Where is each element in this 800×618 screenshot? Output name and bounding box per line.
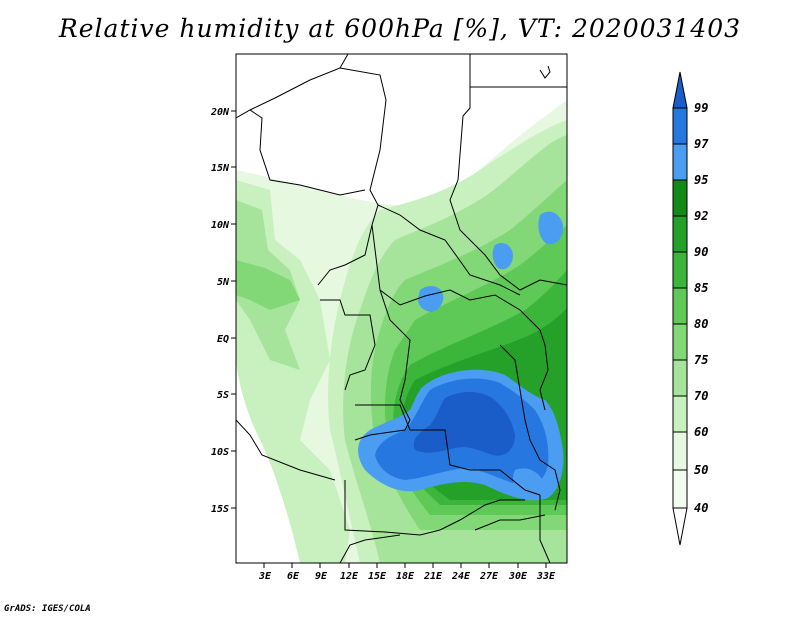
lon-label-33e: 33E <box>536 571 556 582</box>
lon-label-27e: 27E <box>479 571 499 582</box>
lon-label-3e: 3E <box>258 571 272 582</box>
lon-label-9e: 9E <box>315 571 328 582</box>
rh-95-ne-spot-2 <box>492 243 513 270</box>
colorbar-swatch-60 <box>672 395 688 433</box>
colorbar-label-90: 90 <box>694 245 708 259</box>
colorbar-swatch-75 <box>672 323 688 361</box>
colorbar-label-85: 85 <box>694 281 708 295</box>
colorbar-label-40: 40 <box>694 501 708 515</box>
colorbar-label-70: 70 <box>694 389 708 403</box>
chart-title: Relative humidity at 600hPa [%], VT: 202… <box>58 14 742 43</box>
lat-label-5n: 5N <box>217 277 230 288</box>
colorbar-top-arrow <box>672 71 688 109</box>
colorbar-swatch-95 <box>672 143 688 181</box>
lat-label-15s: 15S <box>211 504 229 515</box>
lat-axis <box>231 110 236 509</box>
colorbar-label-75: 75 <box>694 353 708 367</box>
grads-credit: GrADS: IGES/COLA <box>4 604 91 614</box>
colorbar-swatch-90 <box>672 215 688 253</box>
lon-label-24e: 24E <box>451 571 471 582</box>
rh-95-south-spot <box>513 468 546 498</box>
humidity-field <box>236 54 567 563</box>
map-frame <box>235 53 568 564</box>
country-borders <box>236 54 567 563</box>
lat-label-10n: 10N <box>211 220 230 231</box>
lon-label-30e: 30E <box>508 571 528 582</box>
colorbar-swatch-85 <box>672 251 688 289</box>
colorbar-swatch-92 <box>672 179 688 217</box>
lon-label-21e: 21E <box>423 571 443 582</box>
lon-label-15e: 15E <box>368 571 387 582</box>
colorbar-label-50: 50 <box>694 463 708 477</box>
colorbar-label-92: 92 <box>694 209 708 223</box>
colorbar-bottom-arrow <box>672 507 688 546</box>
lat-label-eq: EQ <box>217 334 229 345</box>
lon-label-12e: 12E <box>340 571 359 582</box>
rh-95-ne-spot <box>538 211 564 245</box>
colorbar-label-60: 60 <box>694 425 708 439</box>
colorbar-swatch-97 <box>672 107 688 145</box>
lon-label-6e: 6E <box>287 571 300 582</box>
colorbar-swatch-80 <box>672 287 688 325</box>
lat-label-15n: 15N <box>211 163 230 174</box>
lon-label-18e: 18E <box>396 571 415 582</box>
rh-99-core <box>413 392 515 456</box>
rh-95-north-spot <box>417 286 444 312</box>
lon-axis <box>263 563 547 568</box>
lat-label-10s: 10S <box>211 447 229 458</box>
colorbar-label-99: 99 <box>694 101 708 115</box>
colorbar-swatch-50 <box>672 431 688 471</box>
colorbar-label-80: 80 <box>694 317 708 331</box>
lat-label-5s: 5S <box>217 390 229 401</box>
colorbar-label-97: 97 <box>694 137 709 151</box>
colorbar-swatch-70 <box>672 359 688 397</box>
colorbar <box>672 71 688 546</box>
colorbar-label-95: 95 <box>694 173 708 187</box>
rh-75-west <box>236 260 300 310</box>
colorbar-swatch-40 <box>672 469 688 509</box>
lat-label-20n: 20N <box>210 107 230 118</box>
